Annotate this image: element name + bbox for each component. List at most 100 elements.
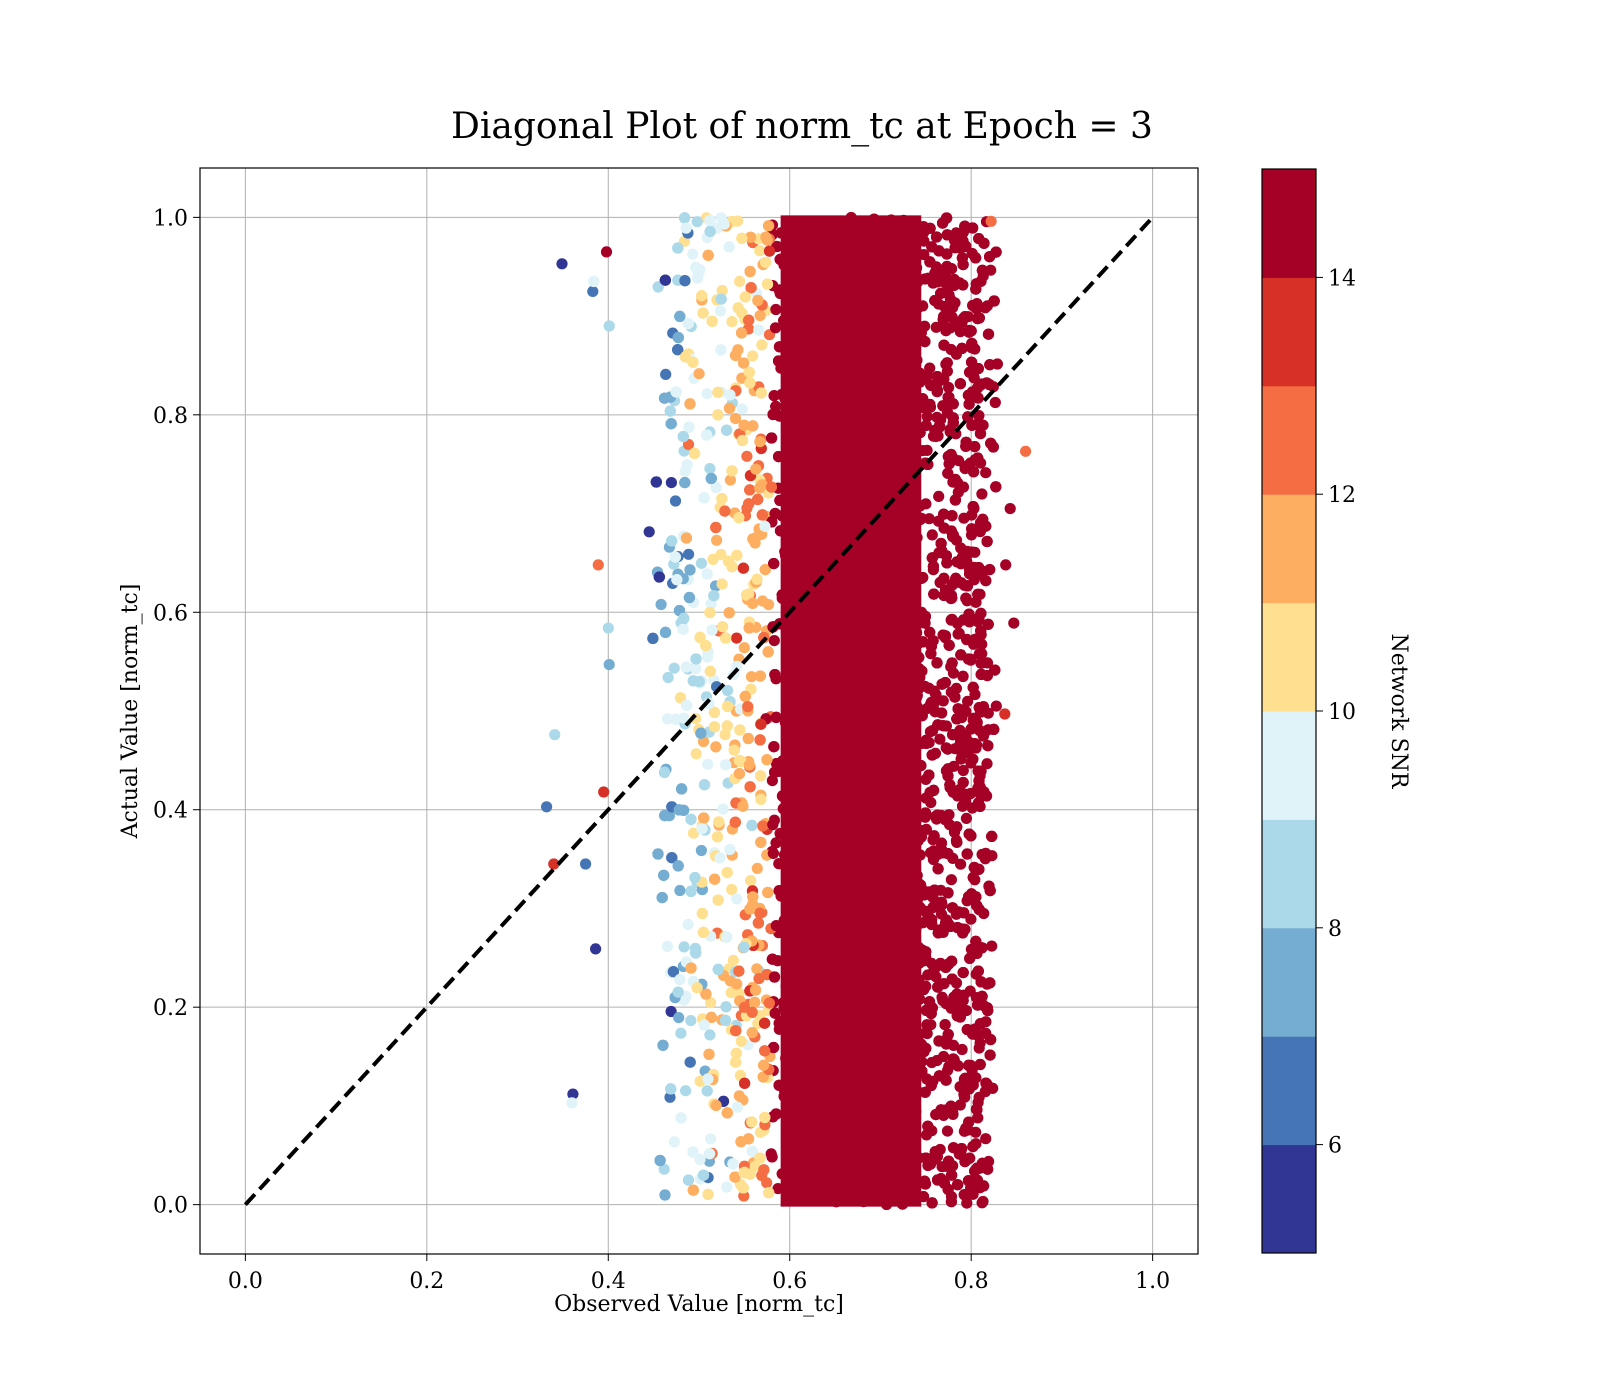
scatter-point — [726, 316, 738, 328]
scatter-point — [919, 1178, 932, 1190]
scatter-point — [715, 344, 727, 356]
scatter-point — [931, 411, 943, 423]
scatter-point — [972, 1112, 984, 1124]
scatter-point — [737, 562, 750, 574]
scatter-point — [961, 1024, 973, 1036]
scatter-point — [967, 501, 979, 513]
scatter-point — [932, 276, 944, 288]
scatter-point — [966, 356, 978, 368]
scatter-point — [716, 578, 728, 590]
scatter-point — [710, 521, 722, 534]
scatter-point — [988, 295, 1000, 307]
scatter-point — [760, 256, 772, 268]
scatter-point — [941, 229, 953, 241]
scatter-point — [939, 630, 952, 642]
scatter-point — [664, 1091, 676, 1103]
scatter-point — [982, 618, 994, 630]
scatter-point — [771, 758, 783, 770]
scatter-point — [731, 1101, 744, 1113]
scatter-point — [974, 1018, 987, 1030]
scatter-point — [737, 800, 749, 812]
scatter-point — [659, 626, 672, 639]
scatter-point — [919, 320, 931, 332]
scatter-point — [942, 467, 954, 479]
scatter-point — [926, 918, 938, 931]
scatter-point — [754, 245, 766, 257]
scatter-point — [738, 941, 750, 953]
scatter-point — [959, 1072, 971, 1084]
scatter-point — [938, 572, 950, 585]
scatter-point — [737, 1182, 749, 1194]
scatter-point — [952, 790, 964, 802]
scatter-point — [711, 534, 723, 546]
scatter-point — [759, 564, 771, 576]
scatter-point — [973, 702, 985, 714]
scatter-point — [682, 438, 695, 451]
scatter-point — [693, 368, 705, 380]
scatter-point — [968, 372, 980, 384]
scatter-point — [951, 713, 963, 725]
scatter-point — [681, 699, 693, 712]
scatter-point — [687, 1146, 699, 1158]
scatter-point — [744, 377, 756, 389]
scatter-point — [766, 1151, 778, 1163]
scatter-point — [933, 1035, 945, 1047]
scatter-point — [708, 590, 720, 602]
scatter-point — [704, 463, 716, 475]
scatter-point — [705, 1011, 718, 1024]
scatter-point — [680, 222, 692, 234]
scatter-point — [712, 894, 724, 906]
scatter-point — [763, 245, 776, 257]
scatter-point — [698, 812, 710, 824]
scatter-point — [926, 1197, 938, 1209]
scatter-point — [973, 410, 985, 422]
scatter-point — [971, 1104, 983, 1116]
scatter-point — [665, 477, 678, 489]
scatter-point — [954, 326, 966, 338]
scatter-point — [717, 621, 729, 633]
scatter-point — [736, 232, 748, 244]
scatter-point — [672, 242, 684, 254]
scatter-point — [985, 264, 997, 276]
scatter-point — [744, 484, 756, 496]
scatter-point — [978, 656, 990, 669]
scatter-point — [691, 216, 703, 228]
scatter-point — [698, 1019, 710, 1031]
scatter-point — [958, 512, 970, 524]
scatter-point — [957, 279, 969, 291]
scatter-point — [751, 862, 763, 875]
scatter-point — [978, 727, 990, 739]
scatter-point — [980, 1133, 992, 1145]
scatter-point — [921, 410, 933, 423]
scatter-point — [729, 349, 742, 361]
scatter-point — [977, 1195, 989, 1208]
scatter-point — [704, 1029, 716, 1041]
scatter-point — [768, 1041, 780, 1054]
scatter-point — [685, 962, 697, 974]
scatter-point — [678, 804, 690, 816]
scatter-point — [961, 1197, 973, 1209]
scatter-point — [956, 252, 969, 264]
scatter-point — [763, 1187, 775, 1199]
scatter-point — [986, 850, 998, 862]
scatter-point — [946, 510, 958, 522]
scatter-point — [673, 1012, 685, 1024]
scatter-point — [712, 386, 724, 398]
scatter-point — [715, 548, 727, 561]
scatter-point — [694, 1153, 706, 1165]
scatter-point — [758, 1164, 770, 1176]
scatter-point — [953, 627, 965, 639]
scatter-point — [738, 1190, 750, 1202]
scatter-point — [967, 681, 979, 694]
scatter-point — [710, 1099, 722, 1111]
scatter-point — [716, 493, 728, 505]
scatter-point — [738, 1167, 750, 1179]
scatter-point — [984, 977, 996, 989]
scatter-point — [671, 574, 683, 586]
scatter-point — [727, 954, 739, 967]
scatter-point — [968, 466, 980, 478]
scatter-point — [967, 222, 979, 234]
scatter-point — [989, 396, 1001, 409]
scatter-point — [746, 1027, 758, 1039]
scatter-point — [730, 1056, 742, 1068]
